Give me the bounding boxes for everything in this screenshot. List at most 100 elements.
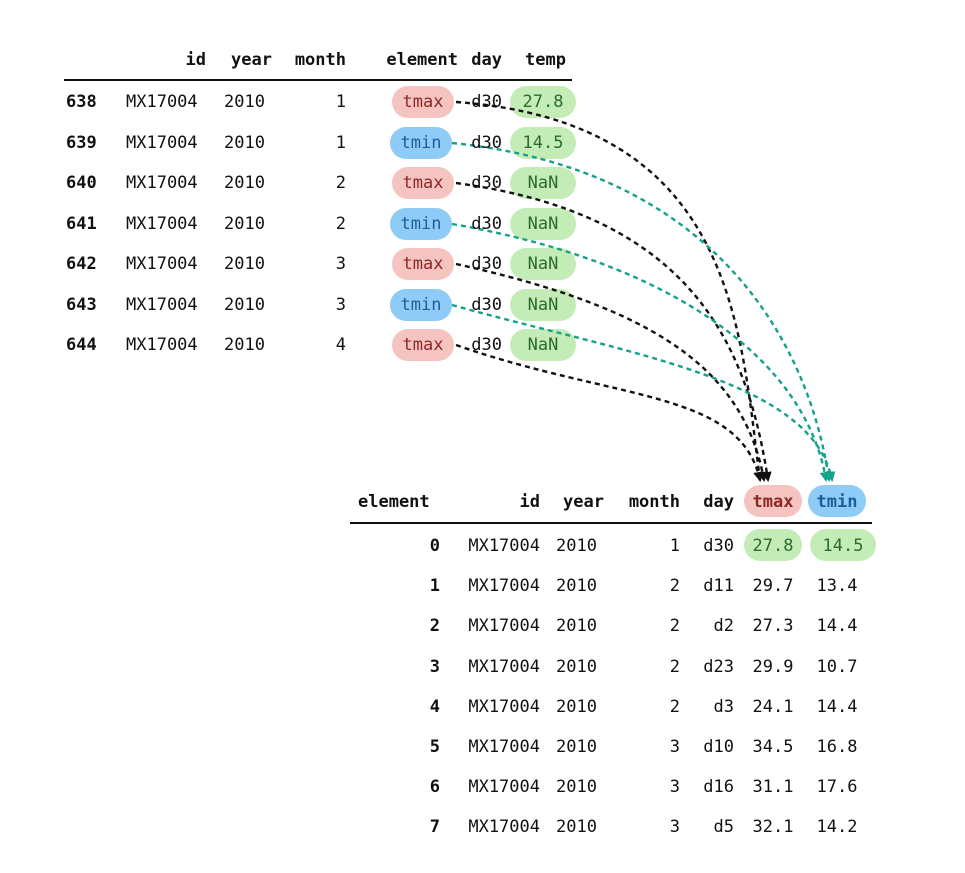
top-cell-temp: 27.8: [522, 92, 564, 112]
element-pill-tmin: [390, 208, 452, 240]
bottom-cell-id: MX17004: [468, 616, 540, 636]
top-cell-id: MX17004: [126, 133, 198, 153]
top-cell-day: d30: [471, 214, 502, 234]
bottom-cell-id: MX17004: [468, 536, 540, 556]
bottom-cell-tmin: 10.7: [816, 657, 858, 677]
element-pill-tmin: [390, 289, 452, 321]
bottom-row-index: 1: [429, 576, 440, 596]
bottom-row-index: 2: [429, 616, 440, 636]
value-pill: [510, 86, 576, 118]
bottom-cell-id: MX17004: [468, 777, 540, 797]
bottom-cell-year: 2010: [556, 657, 597, 677]
top-cell-year: 2010: [224, 214, 265, 234]
bottom-cell-month: 3: [669, 737, 680, 757]
top-cell-month: 2: [335, 173, 346, 193]
bottom-header-year: year: [563, 492, 604, 512]
top-cell-year: 2010: [224, 295, 265, 315]
top-cell-year: 2010: [224, 173, 265, 193]
bottom-cell-id: MX17004: [468, 737, 540, 757]
bottom-cell-day: d23: [703, 657, 734, 677]
top-cell-element: tmin: [400, 214, 442, 234]
top-cell-year: 2010: [224, 254, 265, 274]
bottom-cell-year: 2010: [556, 737, 597, 757]
arrow-tmin-row-643: [451, 303, 836, 482]
top-cell-year: 2010: [224, 335, 265, 355]
bottom-cell-month: 3: [669, 817, 680, 837]
top-cell-month: 1: [335, 133, 346, 153]
bottom-cell-day: d30: [703, 536, 734, 556]
bottom-row-index: 3: [429, 657, 440, 677]
bottom-cell-year: 2010: [556, 817, 597, 837]
bottom-cell-year: 2010: [556, 777, 597, 797]
top-cell-element: tmax: [402, 335, 444, 355]
value-pill: [510, 248, 576, 280]
top-cell-id: MX17004: [126, 335, 198, 355]
bottom-cell-id: MX17004: [468, 697, 540, 717]
bottom-cell-tmin: 17.6: [816, 777, 858, 797]
top-cell-month: 4: [335, 335, 346, 355]
bottom-header-tmax: tmax: [752, 492, 794, 512]
value-pill: [510, 329, 576, 361]
bottom-cell-id: MX17004: [468, 576, 540, 596]
top-cell-element: tmax: [402, 173, 444, 193]
top-cell-element: tmax: [402, 92, 444, 112]
bottom-cell-year: 2010: [556, 697, 597, 717]
bottom-cell-month: 2: [669, 576, 680, 596]
top-cell-month: 3: [335, 295, 346, 315]
bottom-header-day: day: [703, 492, 734, 512]
top-cell-id: MX17004: [126, 173, 198, 193]
bottom-cell-tmax: 27.8: [752, 536, 794, 556]
bottom-row-index: 4: [429, 697, 440, 717]
top-cell-day: d30: [471, 92, 502, 112]
bottom-header-tmin: tmin: [816, 492, 858, 512]
bottom-row-index: 6: [429, 777, 440, 797]
element-pill-tmax: [392, 86, 454, 118]
top-cell-day: d30: [471, 335, 502, 355]
top-cell-month: 3: [335, 254, 346, 274]
bottom-cell-day: d3: [713, 697, 734, 717]
top-cell-id: MX17004: [126, 92, 198, 112]
value-pill: [510, 127, 576, 159]
top-cell-day: d30: [471, 133, 502, 153]
top-cell-element: tmin: [400, 133, 442, 153]
top-cell-temp: 14.5: [522, 133, 564, 153]
bottom-cell-month: 3: [669, 777, 680, 797]
bottom-cell-tmax: 24.1: [752, 697, 794, 717]
bottom-cell-tmax: 34.5: [752, 737, 794, 757]
top-cell-element: tmax: [402, 254, 444, 274]
bottom-cell-tmax: 27.3: [752, 616, 794, 636]
top-cell-year: 2010: [224, 92, 265, 112]
top-header-year: year: [231, 50, 272, 70]
bottom-cell-tmin: 14.2: [816, 817, 858, 837]
arrow-tmin-row-639: [451, 141, 833, 482]
arrow-tmin-row-641: [451, 222, 830, 482]
value-pill: [510, 167, 576, 199]
top-header-day: day: [471, 50, 502, 70]
element-pill-tmax: [392, 167, 454, 199]
top-cell-day: d30: [471, 173, 502, 193]
top-cell-month: 2: [335, 214, 346, 234]
bottom-cell-year: 2010: [556, 576, 597, 596]
header-pill-tmin: [808, 485, 866, 517]
bottom-cell-month: 2: [669, 616, 680, 636]
arrow-tmax-row-638: [455, 100, 764, 482]
bottom-cell-day: d16: [703, 777, 734, 797]
value-pill: [510, 289, 576, 321]
top-row-index: 643: [66, 295, 97, 315]
bottom-cell-day: d11: [703, 576, 734, 596]
top-cell-temp: NaN: [527, 173, 559, 193]
bottom-cell-month: 2: [669, 657, 680, 677]
top-header-month: month: [294, 50, 346, 70]
bottom-cell-id: MX17004: [468, 817, 540, 837]
top-cell-temp: NaN: [527, 295, 559, 315]
bottom-cell-day: d10: [703, 737, 734, 757]
top-row-index: 638: [66, 92, 97, 112]
arrow-tmax-row-640: [455, 181, 772, 482]
top-row-index: 640: [66, 173, 97, 193]
bottom-row-index: 7: [429, 817, 440, 837]
bottom-index-label: element: [358, 492, 430, 512]
bottom-row-index: 5: [429, 737, 440, 757]
bottom-cell-tmax: 29.7: [752, 576, 794, 596]
